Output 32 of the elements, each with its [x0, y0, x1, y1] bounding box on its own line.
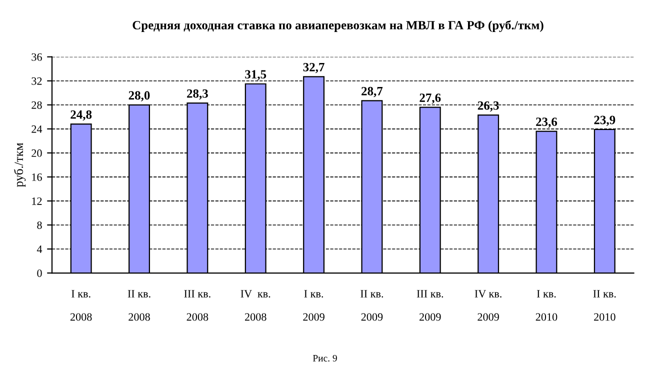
category-label: IV кв. 2009: [474, 290, 502, 321]
data-label: 23,6: [536, 118, 558, 128]
y-tick-label: 24: [32, 125, 42, 133]
y-axis-title: руб./ткм: [14, 142, 26, 188]
y-tick-label: 32: [32, 77, 42, 85]
data-label: 24,8: [70, 110, 92, 121]
y-tick-label: 8: [37, 221, 42, 229]
category-label: II кв. 2010: [593, 290, 616, 321]
category-label: I кв. 2009: [303, 290, 324, 321]
data-label: 27,6: [420, 94, 441, 104]
y-tick-label: 16: [32, 173, 42, 181]
category-label: I кв. 2008: [70, 290, 92, 321]
y-tick-label: 0: [37, 269, 42, 277]
category-label: I кв. 2010: [536, 290, 558, 321]
data-label: 23,9: [594, 116, 616, 126]
chart-title: Средняя доходная ставка по авиаперевозкам на МВЛ в ГА РФ (руб./ткм): [132, 20, 544, 32]
y-tick-label: 28: [32, 101, 42, 109]
category-label: III кв. 2009: [416, 290, 444, 321]
data-label: 28,0: [128, 91, 150, 102]
data-label: 31,5: [245, 70, 266, 80]
category-label: IV кв. 2008: [240, 290, 270, 321]
y-tick-label: 36: [32, 53, 42, 61]
y-tick-label: 4: [36, 246, 42, 253]
data-label: 28,3: [187, 89, 208, 100]
data-label: 28,7: [362, 86, 383, 98]
text: Рис. 9: [312, 354, 337, 362]
category-label: III кв. 2008: [184, 290, 210, 321]
y-tick-label: 12: [32, 197, 42, 205]
data-label: 32,7: [303, 62, 324, 74]
y-tick-label: 20: [32, 149, 42, 157]
category-label: II кв. 2009: [360, 290, 384, 321]
category-label: II кв. 2008: [128, 290, 150, 321]
